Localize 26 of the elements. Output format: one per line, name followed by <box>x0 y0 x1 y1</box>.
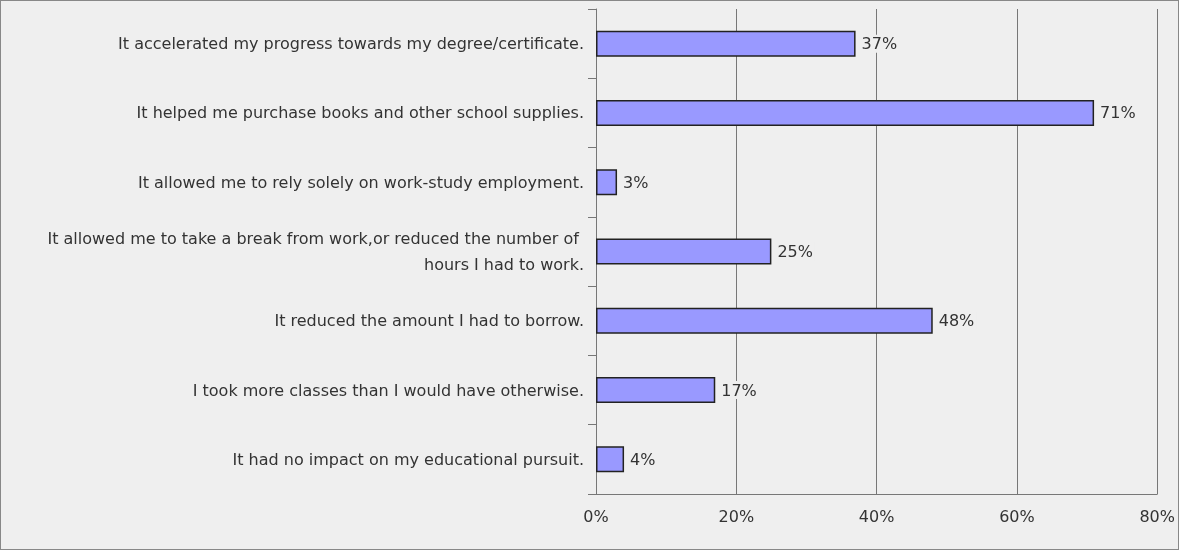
data-label: 4% <box>630 449 656 469</box>
data-label: 17% <box>721 380 757 400</box>
x-tick-label: 0% <box>583 506 609 526</box>
bar <box>596 238 772 265</box>
bar <box>596 307 933 334</box>
y-tick-label: It helped me purchase books and other school supplies. <box>136 103 584 123</box>
data-label: 71% <box>1100 103 1136 123</box>
y-tick-label: I took more classes than I would have otherwise. <box>192 380 584 400</box>
data-label: 25% <box>777 242 813 261</box>
y-tick-label: It had no impact on my educational pursuit. <box>232 449 584 469</box>
bar <box>596 446 625 473</box>
data-label: 48% <box>938 311 975 331</box>
bar <box>596 99 1095 126</box>
bar <box>596 30 856 57</box>
x-tick-label: 60% <box>999 506 1035 526</box>
y-tick-label: It allowed me to rely solely on work-study employment. <box>137 172 584 192</box>
x-tick-label: 20% <box>718 506 755 526</box>
x-tick-label: 80% <box>1139 506 1175 526</box>
y-tick-label: It reduced the amount I had to borrow. <box>274 311 584 331</box>
x-tick-label: 40% <box>858 506 895 526</box>
data-label: 37% <box>861 34 898 54</box>
y-tick-label: It allowed me to take a break from work,or reduced the number of hours I had to work. <box>47 229 584 274</box>
y-tick-label: It accelerated my progress towards my degree/certificate. <box>118 34 584 54</box>
bar <box>596 169 618 196</box>
bar <box>596 377 716 404</box>
data-label: 3% <box>623 172 649 192</box>
